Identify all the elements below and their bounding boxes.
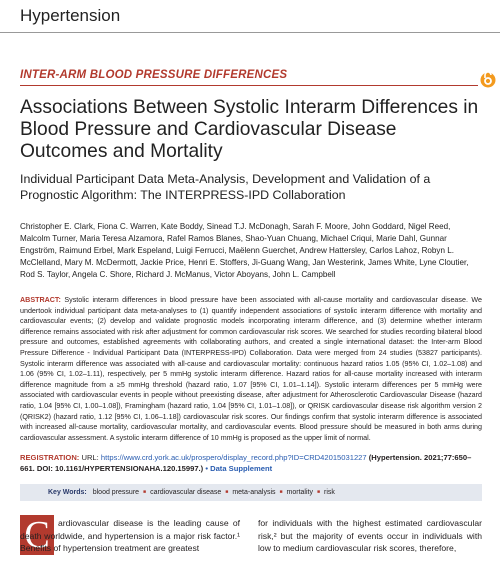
abstract-text: Systolic interarm differences in blood p… [20,296,482,442]
keyword-list: blood pressurecardiovascular diseasemeta… [93,489,335,496]
article-subtitle: Individual Participant Data Meta-Analysi… [20,172,431,202]
keyword: risk [313,489,335,496]
keywords-label: Key Words: [48,489,87,496]
rule [20,85,478,86]
article-title: Associations Between Systolic Interarm D… [20,97,479,162]
keywords-bar: Key Words: blood pressurecardiovascular … [20,484,482,501]
keyword: meta-analysis [221,489,275,496]
registration: REGISTRATION: URL: https://www.crd.york.… [20,452,482,474]
rule [0,32,500,33]
citation: (Hypertension. 2021;77:650–661. DOI: 10.… [20,453,472,473]
registration-url[interactable]: https://www.crd.york.ac.uk/prospero/disp… [100,453,367,462]
author-list: Christopher E. Clark, Fiona C. Warren, K… [20,222,469,279]
keyword: mortality [276,489,313,496]
keyword: blood pressure [92,489,140,496]
journal-name: Hypertension [20,6,121,25]
section-label: INTER-ARM BLOOD PRESSURE DIFFERENCES [20,69,288,81]
abstract-label: ABSTRACT: [20,296,61,304]
registration-label: REGISTRATION: [20,453,80,462]
drop-cap: C [20,515,54,555]
url-label: URL: [81,453,99,462]
abstract: ABSTRACT: Systolic interarm differences … [20,295,482,443]
body-text-right: for individuals with the highest estimat… [258,518,482,554]
keyword: cardiovascular disease [139,489,221,496]
body-text-left: ardiovascular disease is the leading cau… [20,518,240,554]
open-access-icon [480,71,496,88]
data-supplement-link[interactable]: Data Supplement [205,464,272,473]
